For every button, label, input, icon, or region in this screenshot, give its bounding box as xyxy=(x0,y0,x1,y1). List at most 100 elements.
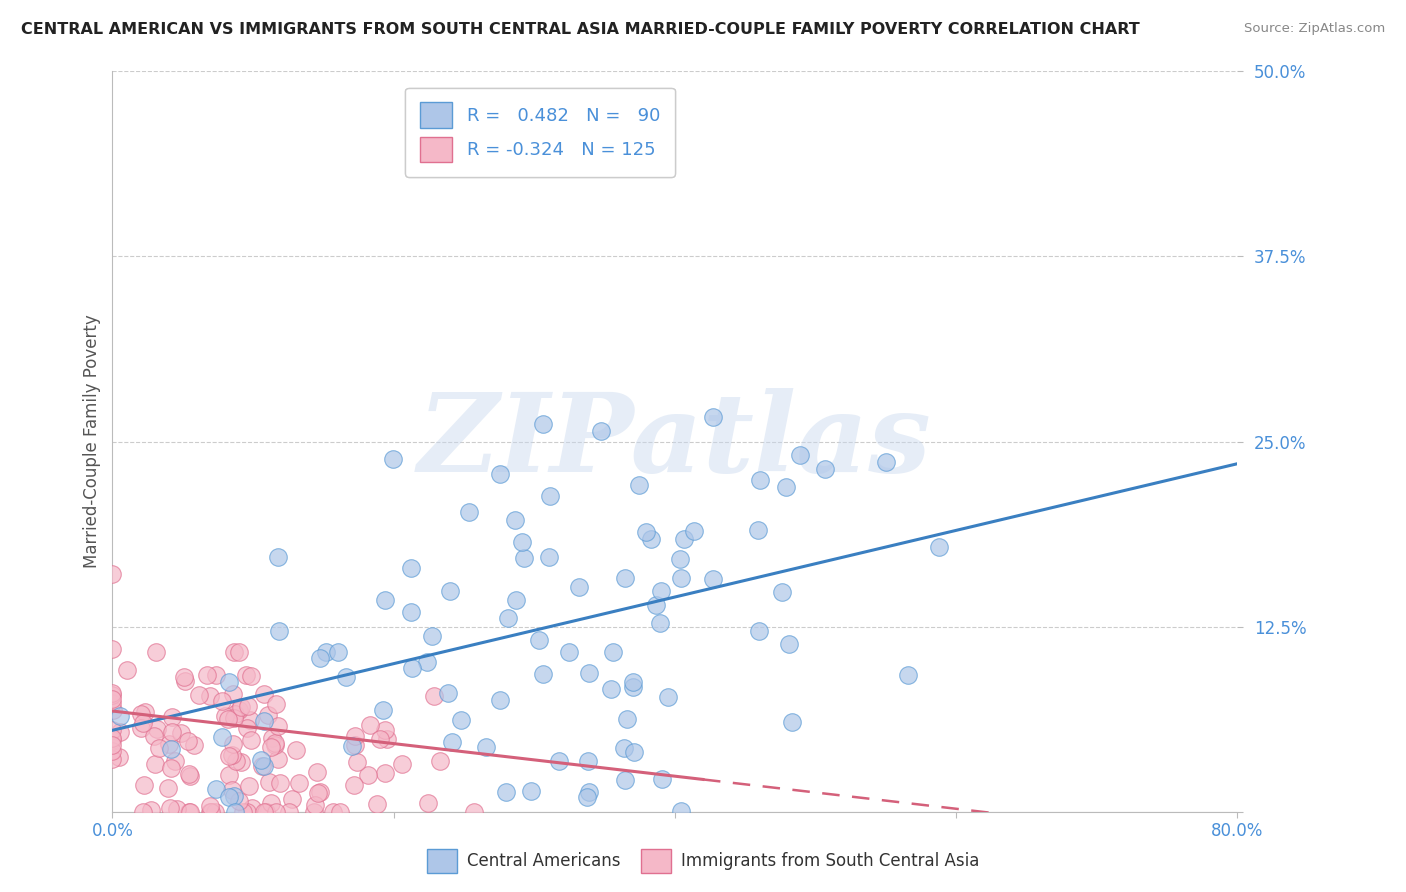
Point xyxy=(368,731,391,746)
Point xyxy=(578,785,600,799)
Point xyxy=(101,696,124,710)
Point xyxy=(240,733,263,747)
Point xyxy=(531,417,554,431)
Point xyxy=(391,757,413,772)
Point xyxy=(285,743,308,757)
Point xyxy=(669,551,692,566)
Point xyxy=(174,674,197,689)
Point xyxy=(474,739,496,754)
Point xyxy=(489,467,512,481)
Point xyxy=(238,698,260,713)
Point xyxy=(702,409,724,424)
Point xyxy=(315,645,337,659)
Point xyxy=(645,598,668,612)
Point xyxy=(374,766,396,780)
Point xyxy=(489,693,512,707)
Point xyxy=(132,715,155,730)
Point xyxy=(651,772,673,787)
Point xyxy=(198,805,221,819)
Point xyxy=(510,534,533,549)
Point xyxy=(232,805,254,819)
Point xyxy=(257,775,280,789)
Point xyxy=(134,706,156,720)
Point xyxy=(101,733,124,747)
Text: Source: ZipAtlas.com: Source: ZipAtlas.com xyxy=(1244,22,1385,36)
Point xyxy=(250,753,273,767)
Point xyxy=(672,532,695,546)
Point xyxy=(382,451,405,466)
Point xyxy=(623,745,645,759)
Point xyxy=(250,758,273,772)
Point xyxy=(236,721,259,735)
Point xyxy=(179,769,201,783)
Point xyxy=(160,741,183,756)
Point xyxy=(264,698,287,712)
Point xyxy=(141,803,163,817)
Point xyxy=(416,655,439,669)
Point xyxy=(101,738,124,752)
Point xyxy=(107,750,129,764)
Point xyxy=(269,624,291,639)
Point xyxy=(778,637,800,651)
Point xyxy=(513,551,536,566)
Point xyxy=(749,473,772,487)
Point xyxy=(568,580,591,594)
Point xyxy=(519,784,541,798)
Point xyxy=(157,737,180,751)
Point xyxy=(115,664,138,678)
Point xyxy=(267,719,290,733)
Point xyxy=(277,805,299,819)
Point xyxy=(628,477,651,491)
Point xyxy=(928,540,950,554)
Point xyxy=(503,513,526,527)
Point xyxy=(423,689,446,703)
Point xyxy=(420,629,443,643)
Point xyxy=(177,805,200,819)
Point xyxy=(621,680,644,694)
Point xyxy=(576,755,599,769)
Point xyxy=(875,455,897,469)
Point xyxy=(458,505,481,519)
Point xyxy=(326,645,349,659)
Point xyxy=(108,709,131,723)
Point xyxy=(239,714,262,728)
Point xyxy=(450,713,472,727)
Point xyxy=(366,797,388,811)
Point xyxy=(236,805,259,819)
Point xyxy=(108,725,131,739)
Point xyxy=(780,715,803,730)
Point xyxy=(101,731,124,745)
Point xyxy=(340,739,363,753)
Point xyxy=(307,786,329,800)
Point xyxy=(650,584,672,599)
Point xyxy=(548,754,571,768)
Point xyxy=(101,723,124,738)
Point xyxy=(238,779,260,793)
Point xyxy=(165,755,187,769)
Point xyxy=(101,752,124,766)
Point xyxy=(374,723,396,737)
Point xyxy=(463,805,485,819)
Point xyxy=(533,667,555,681)
Point xyxy=(132,805,155,819)
Point xyxy=(322,805,344,819)
Point xyxy=(143,757,166,772)
Legend: R =   0.482   N =   90, R = -0.324   N = 125: R = 0.482 N = 90, R = -0.324 N = 125 xyxy=(405,87,675,177)
Point xyxy=(142,730,165,744)
Point xyxy=(399,605,422,619)
Point xyxy=(240,801,263,815)
Point xyxy=(253,759,276,773)
Point xyxy=(527,632,550,647)
Point xyxy=(222,711,245,725)
Point xyxy=(198,689,221,703)
Point xyxy=(224,789,246,803)
Point xyxy=(200,805,222,819)
Point xyxy=(357,768,380,782)
Point xyxy=(214,709,236,723)
Point xyxy=(160,724,183,739)
Point xyxy=(344,729,367,743)
Point xyxy=(374,593,396,607)
Point xyxy=(179,805,201,819)
Point xyxy=(578,666,600,681)
Point xyxy=(437,686,460,700)
